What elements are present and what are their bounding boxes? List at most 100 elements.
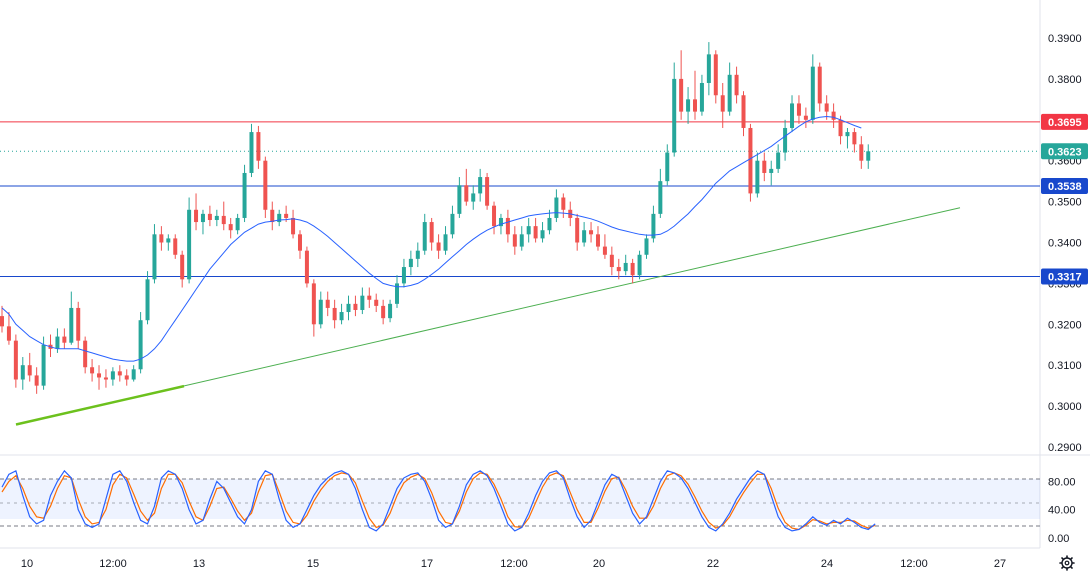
- candle: [270, 201, 275, 231]
- candle: [651, 205, 656, 243]
- time-tick-label: 20: [593, 558, 605, 570]
- candle: [748, 123, 753, 202]
- candle: [831, 103, 836, 128]
- trendline-highlight[interactable]: [15, 384, 185, 426]
- time-tick-label: 10: [21, 558, 33, 570]
- candle: [769, 160, 774, 186]
- candle: [173, 234, 178, 259]
- stoch-axis[interactable]: 80.00 40.00 0.00: [1048, 476, 1076, 545]
- support-lower-tag-label: 0.3317: [1048, 271, 1082, 283]
- candle: [533, 217, 538, 243]
- candle: [741, 91, 746, 137]
- candle: [249, 123, 254, 178]
- candle: [859, 136, 864, 169]
- candle: [374, 293, 379, 313]
- candle: [686, 87, 691, 124]
- candle: [131, 365, 136, 382]
- candle: [263, 156, 268, 218]
- candle: [492, 201, 497, 235]
- candle: [103, 369, 108, 388]
- candle: [616, 258, 621, 280]
- candle: [381, 299, 386, 325]
- candle: [512, 226, 517, 255]
- candle: [415, 242, 420, 268]
- candle: [478, 168, 483, 202]
- stoch-tick-label: 0.00: [1048, 533, 1069, 545]
- price-tick-label: 0.3200: [1048, 319, 1082, 331]
- time-axis[interactable]: 10 12:00 13 15 17 12:00 20 22 24 12:00 27: [21, 558, 1006, 570]
- resistance-tag: [1041, 113, 1088, 130]
- candle: [665, 144, 670, 186]
- candlestick-series: [0, 42, 871, 394]
- candle: [332, 299, 337, 329]
- candle: [602, 234, 607, 259]
- price-pane[interactable]: [0, 0, 1040, 452]
- candle: [429, 217, 434, 251]
- stoch-tick-label: 40.00: [1048, 505, 1076, 517]
- candle: [152, 224, 157, 284]
- ma-line: [1, 115, 862, 362]
- candle: [734, 66, 739, 104]
- candle: [159, 226, 164, 251]
- price-tick-label: 0.3800: [1048, 74, 1082, 86]
- time-tick-label: 22: [707, 558, 719, 570]
- candle: [554, 189, 559, 223]
- candle: [776, 144, 781, 173]
- candle: [97, 365, 102, 390]
- candle: [720, 82, 725, 128]
- candle: [166, 234, 171, 251]
- candle: [540, 222, 545, 243]
- candle: [124, 369, 129, 386]
- last-price-tag-label: 0.3623: [1048, 146, 1082, 158]
- candle: [672, 62, 677, 157]
- gear-icon[interactable]: [1059, 555, 1075, 571]
- candle: [395, 275, 400, 308]
- candle: [450, 205, 455, 239]
- candle: [457, 177, 462, 218]
- candle: [471, 185, 476, 210]
- candle: [318, 291, 323, 329]
- candle: [679, 50, 684, 120]
- candle: [838, 115, 843, 145]
- candle: [34, 367, 39, 394]
- candle: [138, 312, 143, 374]
- support-upper-tag-label: 0.3538: [1048, 181, 1082, 193]
- candle: [852, 127, 857, 153]
- price-axis[interactable]: 0.39000.38000.37000.36000.35000.34000.33…: [1048, 33, 1082, 454]
- candle: [762, 152, 767, 182]
- candle: [69, 291, 74, 345]
- candle: [505, 209, 510, 243]
- price-tags: 0.3695 0.3623 0.3538 0.3317: [1041, 113, 1088, 285]
- candle: [214, 209, 219, 227]
- candle: [796, 95, 801, 124]
- candle: [582, 222, 587, 247]
- candle: [609, 246, 614, 276]
- candle: [221, 201, 226, 231]
- candle: [713, 50, 718, 104]
- support-lower-tag: [1041, 268, 1088, 285]
- candle: [200, 209, 205, 235]
- candle: [242, 164, 247, 223]
- candle: [145, 271, 150, 325]
- candle: [83, 336, 88, 374]
- trendlines[interactable]: [15, 207, 961, 426]
- candle: [644, 234, 649, 259]
- candle: [76, 301, 81, 349]
- candle: [464, 168, 469, 206]
- candle: [727, 62, 732, 116]
- candle: [783, 119, 788, 161]
- horizontal-levels[interactable]: [0, 121, 1040, 277]
- candle: [693, 70, 697, 120]
- time-tick-label: 24: [821, 558, 833, 570]
- candle: [589, 222, 594, 243]
- price-tick-label: 0.3400: [1048, 238, 1082, 250]
- candle: [90, 359, 95, 382]
- candle: [408, 250, 413, 276]
- candle: [110, 367, 115, 386]
- price-tick-label: 0.3500: [1048, 197, 1082, 209]
- time-tick-label: 12:00: [500, 558, 528, 570]
- candle: [339, 303, 344, 325]
- candle: [325, 291, 330, 317]
- candle: [62, 328, 67, 349]
